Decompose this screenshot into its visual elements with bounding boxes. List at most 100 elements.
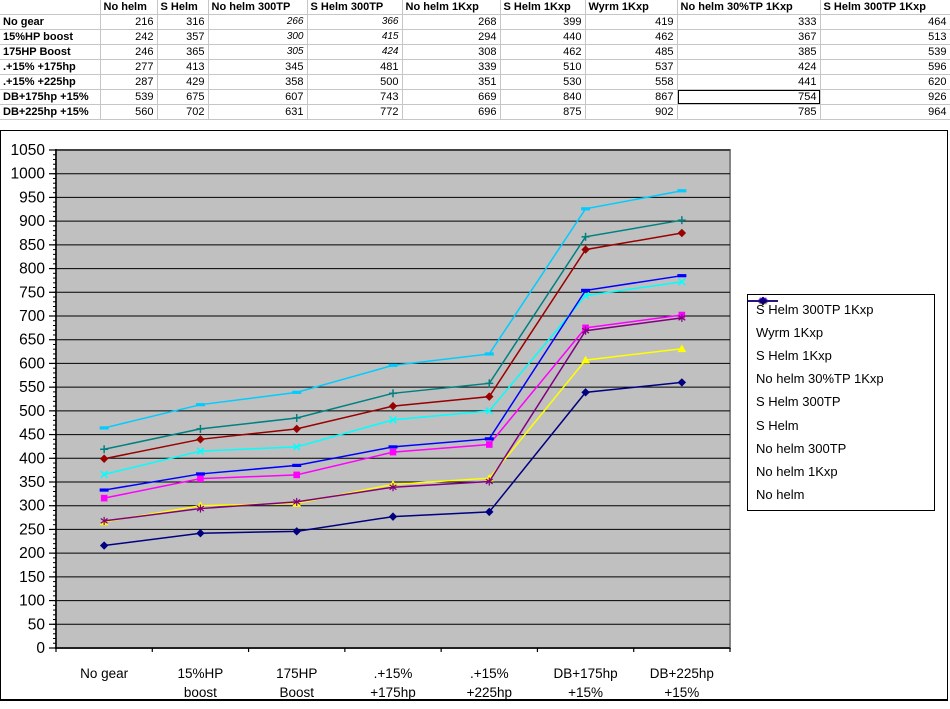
table-cell[interactable]: 539: [820, 44, 950, 60]
table-cell[interactable]: 669: [402, 89, 501, 105]
series-no-helm-30-tp-1kxp: [99, 274, 687, 492]
column-header[interactable]: No helm 1Kxp: [402, 0, 501, 15]
row-label-cell[interactable]: .+15% +175hp: [0, 59, 101, 75]
marker-diamond: [292, 527, 301, 536]
table-cell[interactable]: 399: [500, 14, 586, 30]
table-cell[interactable]: 333: [677, 14, 821, 30]
table-cell[interactable]: 464: [820, 14, 950, 30]
chart-object[interactable]: 0 50 100 150 200 250 300 350 400 450 500 550 600 650 7…: [0, 130, 948, 701]
table-cell[interactable]: 440: [500, 29, 586, 45]
column-header[interactable]: S Helm: [157, 0, 209, 15]
table-cell[interactable]: 419: [585, 14, 678, 30]
table-cell[interactable]: 875: [500, 104, 586, 120]
marker-dash: [195, 403, 205, 407]
table-cell[interactable]: 462: [500, 44, 586, 60]
marker-dash: [677, 274, 687, 278]
table-cell[interactable]: 785: [677, 104, 821, 120]
table-cell[interactable]: 441: [677, 74, 821, 90]
table-cell[interactable]: 607: [208, 89, 308, 105]
table-cell[interactable]: 772: [307, 104, 403, 120]
row-label-cell[interactable]: DB+225hp +15%: [0, 104, 101, 120]
table-cell[interactable]: 539: [100, 89, 158, 105]
legend-entry[interactable]: No helm: [748, 296, 934, 502]
column-header[interactable]: S Helm 300TP 1Kxp: [820, 0, 950, 15]
column-header[interactable]: No helm: [100, 0, 158, 15]
column-header[interactable]: No helm 30%TP 1Kxp: [677, 0, 821, 15]
legend-entry[interactable]: No helm 30%TP 1Kxp: [748, 299, 934, 386]
column-header[interactable]: S Helm 300TP: [307, 0, 403, 15]
table-cell[interactable]: 266: [208, 14, 308, 30]
legend-entry[interactable]: S Helm 1Kxp: [748, 296, 934, 363]
table-cell[interactable]: 530: [500, 74, 586, 90]
row-label-cell[interactable]: DB+175hp +15%: [0, 89, 101, 105]
table-cell[interactable]: 620: [820, 74, 950, 90]
table-cell[interactable]: 500: [307, 74, 403, 90]
table-cell[interactable]: 867: [585, 89, 678, 105]
row-label-cell[interactable]: 15%HP boost: [0, 29, 101, 45]
table-cell[interactable]: 308: [402, 44, 501, 60]
table-cell[interactable]: 424: [677, 59, 821, 75]
table-cell[interactable]: 216: [100, 14, 158, 30]
table-cell[interactable]: 462: [585, 29, 678, 45]
table-cell[interactable]: 675: [157, 89, 209, 105]
table-cell[interactable]: 357: [157, 29, 209, 45]
table-cell[interactable]: 339: [402, 59, 501, 75]
table-cell[interactable]: 537: [585, 59, 678, 75]
table-cell[interactable]: 696: [402, 104, 501, 120]
row-label-cell[interactable]: .+15% +225hp: [0, 74, 101, 90]
legend-entry[interactable]: No helm 300TP: [748, 296, 934, 456]
table-cell[interactable]: 413: [157, 59, 209, 75]
table-cell[interactable]: 316: [157, 14, 209, 30]
table-cell[interactable]: 268: [402, 14, 501, 30]
column-header[interactable]: S Helm 1Kxp: [500, 0, 586, 15]
selected-cell[interactable]: 754: [677, 89, 821, 105]
table-cell[interactable]: 365: [157, 44, 209, 60]
table-cell[interactable]: 300: [208, 29, 308, 45]
table-cell[interactable]: 513: [820, 29, 950, 45]
table-cell[interactable]: 305: [208, 44, 308, 60]
column-header[interactable]: No helm 300TP: [208, 0, 308, 15]
table-cell[interactable]: 964: [820, 104, 950, 120]
y-tick-label: 700: [19, 308, 45, 325]
x-tick-label: +175hp: [370, 685, 415, 699]
row-label-cell[interactable]: No gear: [0, 14, 101, 30]
legend-entry[interactable]: S Helm 300TP 1Kxp: [748, 299, 934, 317]
table-cell[interactable]: 840: [500, 89, 586, 105]
table-cell[interactable]: 560: [100, 104, 158, 120]
table-cell[interactable]: 902: [585, 104, 678, 120]
legend-entry[interactable]: S Helm 300TP: [748, 297, 934, 409]
x-tick-label: 175HP: [276, 666, 317, 681]
table-cell[interactable]: 345: [208, 59, 308, 75]
table-cell[interactable]: 385: [677, 44, 821, 60]
table-cell[interactable]: 485: [585, 44, 678, 60]
table-cell[interactable]: 429: [157, 74, 209, 90]
table-cell[interactable]: 424: [307, 44, 403, 60]
table-cell[interactable]: 367: [677, 29, 821, 45]
legend-entry[interactable]: Wyrm 1Kxp: [748, 297, 934, 340]
table-cell[interactable]: 358: [208, 74, 308, 90]
table-cell[interactable]: 510: [500, 59, 586, 75]
row-label-column-header[interactable]: [0, 0, 101, 15]
table-cell[interactable]: 277: [100, 59, 158, 75]
column-header[interactable]: Wyrm 1Kxp: [585, 0, 678, 15]
chart-legend[interactable]: S Helm 300TP 1Kxp Wyrm 1Kxp S Helm 1Kxp No …: [747, 294, 935, 511]
table-cell[interactable]: 294: [402, 29, 501, 45]
legend-entry[interactable]: No helm 1Kxp: [748, 297, 934, 479]
table-cell[interactable]: 631: [208, 104, 308, 120]
table-cell[interactable]: 481: [307, 59, 403, 75]
row-label-cell[interactable]: 175HP Boost: [0, 44, 101, 60]
table-cell[interactable]: 702: [157, 104, 209, 120]
legend-entry[interactable]: S Helm: [748, 297, 934, 433]
table-cell[interactable]: 242: [100, 29, 158, 45]
line-chart: 0 50 100 150 200 250 300 350 400 450 500 550 600 650 7…: [11, 142, 731, 699]
fill-handle[interactable]: [818, 103, 819, 104]
table-cell[interactable]: 366: [307, 14, 403, 30]
table-cell[interactable]: 351: [402, 74, 501, 90]
table-cell[interactable]: 415: [307, 29, 403, 45]
table-cell[interactable]: 246: [100, 44, 158, 60]
table-cell[interactable]: 558: [585, 74, 678, 90]
table-cell[interactable]: 743: [307, 89, 403, 105]
table-cell[interactable]: 287: [100, 74, 158, 90]
table-cell[interactable]: 596: [820, 59, 950, 75]
table-cell[interactable]: 926: [820, 89, 950, 105]
